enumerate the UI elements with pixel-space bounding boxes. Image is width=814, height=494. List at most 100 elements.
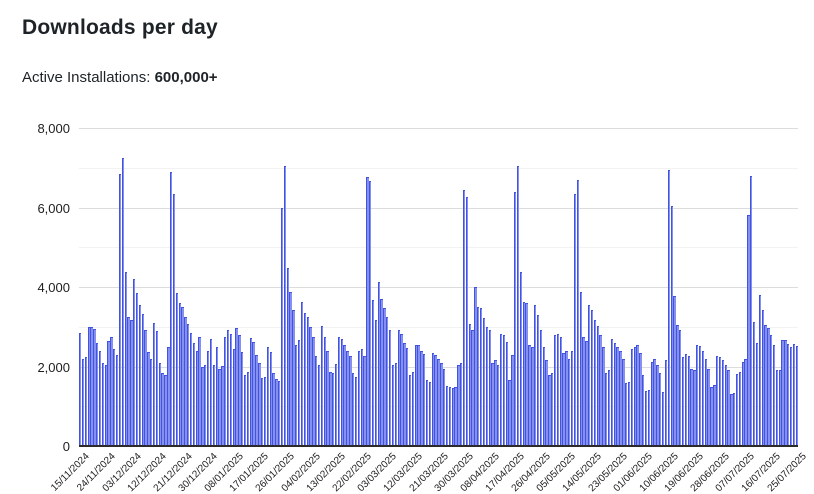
bar <box>315 356 318 446</box>
bar <box>437 359 440 446</box>
bar <box>789 346 793 446</box>
bar <box>374 319 378 446</box>
bar <box>303 313 306 446</box>
bar <box>752 321 756 446</box>
bar <box>246 371 250 446</box>
bar <box>343 345 346 446</box>
bar <box>488 329 491 446</box>
gridline-major <box>79 128 798 129</box>
bar <box>528 345 531 446</box>
bar <box>309 326 312 446</box>
bar <box>716 356 719 446</box>
bar <box>696 345 699 446</box>
bar <box>369 180 372 446</box>
bar <box>243 374 247 446</box>
bar <box>147 351 150 446</box>
bar <box>295 345 298 446</box>
bar <box>562 353 565 446</box>
bar <box>252 341 255 446</box>
bar <box>189 332 193 446</box>
bar <box>425 380 429 446</box>
bar <box>201 366 204 446</box>
bar <box>721 360 725 446</box>
bar <box>329 371 332 446</box>
bar <box>681 356 685 446</box>
bar <box>451 388 454 446</box>
bar <box>519 271 523 446</box>
bar <box>206 350 210 446</box>
bar <box>212 364 215 446</box>
bar <box>465 196 469 446</box>
bar <box>679 329 682 446</box>
bar <box>226 329 230 446</box>
bar <box>164 374 167 446</box>
bar <box>289 291 292 446</box>
bar <box>388 329 392 446</box>
bar <box>403 343 406 446</box>
bar <box>195 350 198 446</box>
y-tick-label: 2,000 <box>37 359 70 375</box>
bar <box>687 356 690 446</box>
bar <box>497 364 500 446</box>
bar <box>573 194 577 446</box>
bar <box>755 343 759 446</box>
bar <box>534 305 537 446</box>
bar <box>795 345 798 446</box>
bar <box>747 215 750 446</box>
bar <box>698 345 702 446</box>
chart-plot-area <box>79 128 798 446</box>
bar <box>434 354 437 446</box>
bar <box>266 347 270 446</box>
bar <box>101 362 105 446</box>
bar <box>454 386 457 446</box>
bar <box>118 173 122 446</box>
bar <box>371 300 375 446</box>
bar <box>499 333 503 446</box>
bar <box>733 393 736 446</box>
bar <box>579 291 582 446</box>
bar <box>741 361 744 446</box>
bar <box>363 356 366 446</box>
bar <box>551 373 554 446</box>
bar <box>383 308 386 446</box>
bar <box>152 322 156 446</box>
bar <box>209 339 213 446</box>
bar <box>417 345 420 446</box>
bar <box>96 342 99 446</box>
bar <box>443 368 446 446</box>
bar <box>261 378 264 446</box>
bar <box>326 350 329 446</box>
bar <box>90 326 93 446</box>
y-tick-label: 8,000 <box>37 121 70 136</box>
bar <box>767 328 770 446</box>
bar <box>613 343 616 446</box>
bar <box>337 336 341 446</box>
bar <box>531 346 534 446</box>
bar <box>616 346 619 446</box>
bar <box>397 329 400 446</box>
bar <box>332 373 335 446</box>
bar <box>642 374 645 446</box>
bar <box>170 171 173 446</box>
bar <box>115 354 119 446</box>
bar <box>440 362 443 446</box>
bar <box>255 354 258 446</box>
bar <box>81 358 85 446</box>
bar <box>127 316 130 446</box>
y-tick-label: 6,000 <box>37 200 70 216</box>
bar <box>514 191 517 446</box>
bar <box>323 336 326 446</box>
bar <box>744 359 747 446</box>
bar <box>113 348 116 446</box>
bar <box>187 323 190 446</box>
bar <box>138 304 142 446</box>
bar <box>596 325 599 446</box>
bar <box>306 316 309 446</box>
bar <box>542 346 545 446</box>
bar <box>283 166 287 446</box>
bar <box>653 359 656 446</box>
bar <box>135 293 139 446</box>
bar <box>474 286 477 446</box>
bar <box>576 180 579 446</box>
bar <box>568 359 571 446</box>
